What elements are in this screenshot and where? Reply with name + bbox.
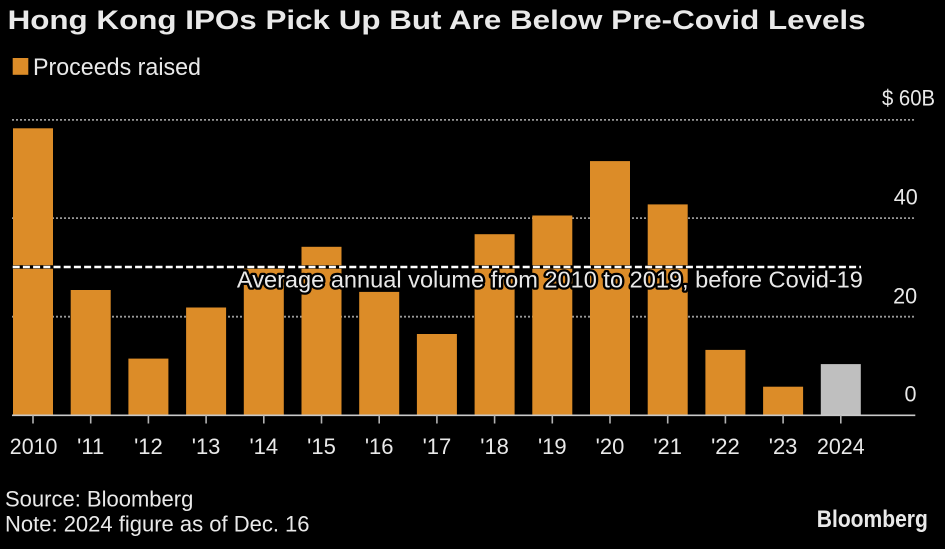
svg-text:Bloomberg: Bloomberg [817, 506, 928, 533]
svg-text:'22: '22 [711, 434, 740, 459]
svg-text:'15: '15 [307, 434, 336, 459]
svg-text:20: 20 [893, 284, 917, 309]
svg-text:'12: '12 [134, 434, 163, 459]
svg-text:Hong Kong IPOs Pick Up But Are: Hong Kong IPOs Pick Up But Are Below Pre… [8, 5, 866, 35]
svg-text:2024: 2024 [817, 434, 865, 459]
svg-text:0: 0 [905, 382, 917, 407]
svg-text:'19: '19 [538, 434, 567, 459]
svg-text:'17: '17 [423, 434, 452, 459]
svg-text:'13: '13 [192, 434, 221, 459]
svg-text:'23: '23 [769, 434, 798, 459]
svg-text:Average annual volume from 201: Average annual volume from 2010 to 2019,… [237, 267, 863, 293]
svg-text:Note: 2024 figure as of Dec. 1: Note: 2024 figure as of Dec. 16 [5, 512, 310, 537]
svg-text:Proceeds raised: Proceeds raised [33, 54, 201, 81]
svg-text:$ 60B: $ 60B [882, 86, 935, 111]
svg-text:2010: 2010 [10, 434, 58, 459]
svg-text:'11: '11 [77, 434, 104, 459]
svg-text:'21: '21 [653, 434, 682, 459]
svg-text:40: 40 [894, 185, 918, 210]
svg-text:Source: Bloomberg: Source: Bloomberg [5, 486, 193, 511]
svg-text:'20: '20 [596, 434, 625, 459]
svg-text:'16: '16 [365, 434, 394, 459]
svg-text:'14: '14 [249, 434, 278, 459]
svg-text:'18: '18 [480, 434, 509, 459]
